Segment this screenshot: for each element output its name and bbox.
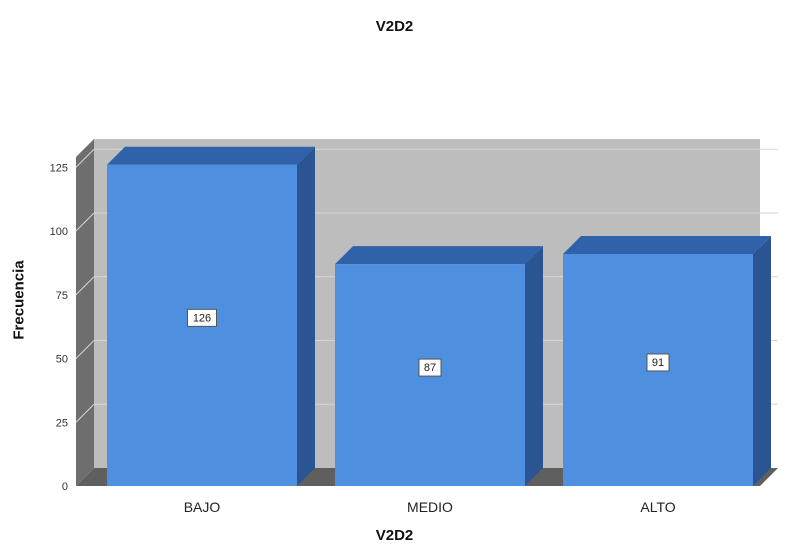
bar-side	[753, 235, 771, 486]
gridline-left	[75, 276, 95, 296]
y-tick-label: 25	[56, 417, 68, 429]
bar-top	[563, 235, 771, 254]
y-tick-label: 50	[56, 354, 68, 366]
bar-top	[107, 146, 315, 165]
bar-top	[335, 246, 543, 265]
gridline-left	[75, 212, 95, 232]
y-tick-label: 125	[50, 162, 68, 174]
data-label-box	[418, 358, 442, 377]
data-label-box	[187, 308, 217, 327]
y-tick-label: 75	[56, 290, 68, 302]
gridline-left	[75, 148, 95, 168]
gridline-left	[75, 403, 95, 423]
gridline-left	[75, 340, 95, 359]
bar-side	[525, 246, 543, 486]
bar-side	[297, 146, 315, 486]
data-label: 87	[424, 362, 436, 374]
plot-left-wall	[76, 139, 94, 486]
x-axis-title: V2D2	[375, 527, 414, 544]
data-label: 91	[652, 357, 664, 369]
data-label-box	[646, 353, 670, 372]
x-tick-label: MEDIO	[407, 499, 453, 515]
y-tick-label: 0	[62, 481, 68, 493]
y-tick-label: 100	[50, 226, 68, 238]
chart-title: V2D2	[375, 18, 414, 35]
x-tick-label: BAJO	[184, 499, 221, 515]
x-tick-label: ALTO	[640, 499, 675, 515]
data-label: 126	[193, 312, 211, 324]
